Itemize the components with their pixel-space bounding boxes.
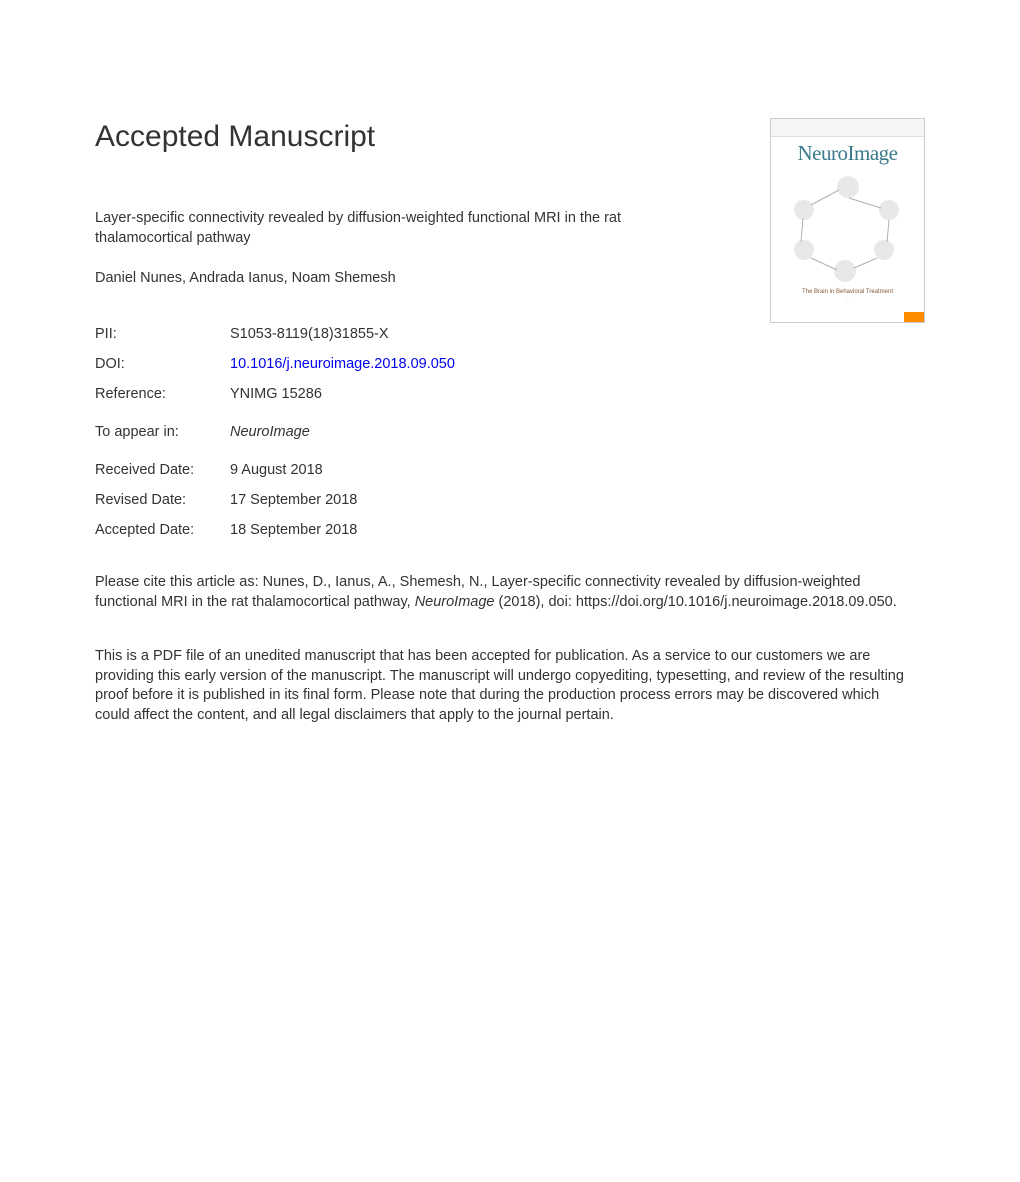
revised-value: 17 September 2018 [230,492,925,508]
appear-value: NeuroImage [230,424,925,440]
received-value: 9 August 2018 [230,462,925,478]
accepted-value: 18 September 2018 [230,522,925,538]
meta-row-received: Received Date: 9 August 2018 [95,462,925,478]
cover-header-bar [771,119,924,137]
cover-caption: The Brain in Behavioral Treatment [771,287,924,298]
meta-row-doi: DOI: 10.1016/j.neuroimage.2018.09.050 [95,356,925,372]
received-label: Received Date: [95,462,230,478]
citation-text: Please cite this article as: Nunes, D., … [95,573,915,612]
appear-label: To appear in: [95,424,230,440]
cover-journal-name: NeuroImage [771,137,924,168]
reference-label: Reference: [95,386,230,402]
doi-label: DOI: [95,356,230,372]
cover-footer-bar [904,312,924,322]
metadata-block-2: To appear in: NeuroImage [95,424,925,440]
meta-row-appear: To appear in: NeuroImage [95,424,925,440]
citation-suffix: (2018), doi: https://doi.org/10.1016/j.n… [494,594,896,610]
metadata-block-1: PII: S1053-8119(18)31855-X DOI: 10.1016/… [95,326,925,402]
reference-value: YNIMG 15286 [230,386,925,402]
meta-row-revised: Revised Date: 17 September 2018 [95,492,925,508]
journal-cover-thumbnail: NeuroImage The Brain in Behavioral Treat… [770,118,925,323]
accepted-label: Accepted Date: [95,522,230,538]
meta-row-reference: Reference: YNIMG 15286 [95,386,925,402]
revised-label: Revised Date: [95,492,230,508]
doi-link[interactable]: 10.1016/j.neuroimage.2018.09.050 [230,356,925,372]
article-title: Layer-specific connectivity revealed by … [95,209,675,248]
pii-value: S1053-8119(18)31855-X [230,326,925,342]
cover-subcaption: ... [771,298,924,303]
disclaimer-text: This is a PDF file of an unedited manusc… [95,647,915,725]
citation-journal: NeuroImage [415,594,495,610]
cover-graphic [779,170,916,285]
meta-row-accepted: Accepted Date: 18 September 2018 [95,522,925,538]
meta-row-pii: PII: S1053-8119(18)31855-X [95,326,925,342]
cover-arrows-icon [779,170,919,285]
metadata-block-3: Received Date: 9 August 2018 Revised Dat… [95,462,925,538]
manuscript-page: NeuroImage The Brain in Behavioral Treat… [0,0,1020,786]
pii-label: PII: [95,326,230,342]
